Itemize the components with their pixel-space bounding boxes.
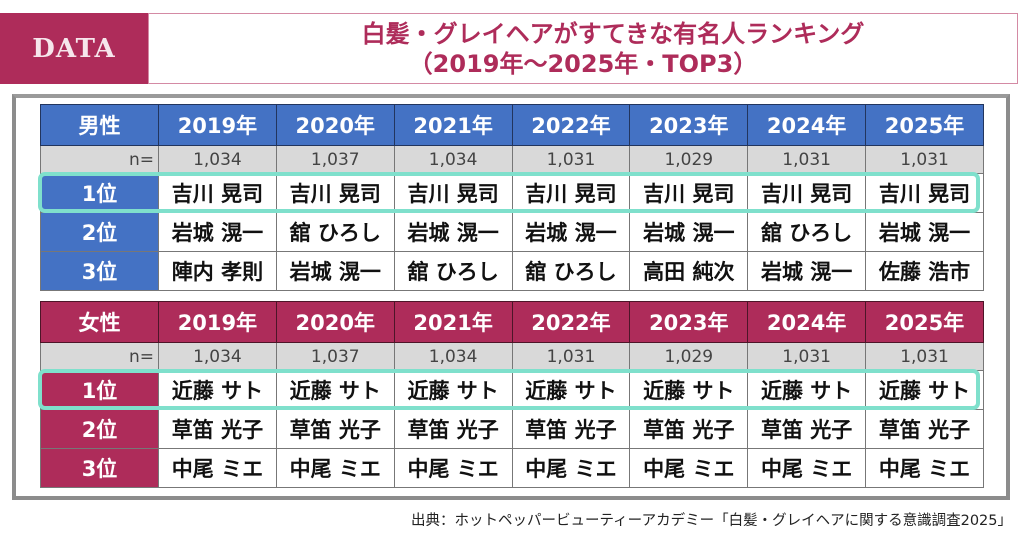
male-rank-2-row: 2位 岩城 滉一 舘 ひろし 岩城 滉一 岩城 滉一 岩城 滉一 舘 ひろし 岩… [40,212,984,252]
celebrity-name: 岩城 滉一 [629,212,749,252]
celebrity-name: 近藤 サト [511,370,631,410]
male-sample-size-row: n= 1,034 1,037 1,034 1,031 1,029 1,031 1… [40,145,984,174]
sample-size: 1,037 [275,342,395,371]
data-badge-label: DATA [32,33,116,64]
year-header: 2021年 [393,104,513,146]
sample-size: 1,031 [865,342,984,371]
celebrity-name: 中尾 ミエ [865,448,984,488]
celebrity-name: 草笛 光子 [747,409,867,449]
celebrity-name: 高田 純次 [629,251,749,291]
celebrity-name: 吉川 晃司 [629,173,749,213]
celebrity-name: 吉川 晃司 [393,173,513,213]
table-frame: 男性 2019年 2020年 2021年 2022年 2023年 2024年 2… [12,94,1010,500]
celebrity-name: 草笛 光子 [393,409,513,449]
male-ranking-table: 男性 2019年 2020年 2021年 2022年 2023年 2024年 2… [40,104,984,291]
year-header: 2021年 [393,301,513,343]
celebrity-name: 近藤 サト [865,370,984,410]
celebrity-name: 中尾 ミエ [275,448,395,488]
celebrity-name: 草笛 光子 [511,409,631,449]
female-label: 女性 [40,301,159,343]
male-label: 男性 [40,104,159,146]
page-title: 白髪・グレイヘアがすてきな有名人ランキング （2019年～2025年・TOP3） [148,13,1018,84]
female-rank-3-row: 3位 中尾 ミエ 中尾 ミエ 中尾 ミエ 中尾 ミエ 中尾 ミエ 中尾 ミエ 中… [40,448,984,488]
celebrity-name: 草笛 光子 [158,409,277,449]
sample-size: 1,031 [747,145,867,174]
n-label: n= [40,342,159,371]
rank-label: 2位 [40,409,159,449]
male-header-row: 男性 2019年 2020年 2021年 2022年 2023年 2024年 2… [40,104,984,146]
celebrity-name: 中尾 ミエ [158,448,277,488]
celebrity-name: 草笛 光子 [275,409,395,449]
celebrity-name: 舘 ひろし [275,212,395,252]
sample-size: 1,034 [393,342,513,371]
rank-label: 3位 [40,448,159,488]
female-ranking-table: 女性 2019年 2020年 2021年 2022年 2023年 2024年 2… [40,301,984,488]
title-line-2: （2019年～2025年・TOP3） [408,49,758,78]
celebrity-name: 岩城 滉一 [393,212,513,252]
rank-label: 2位 [40,212,159,252]
celebrity-name: 吉川 晃司 [275,173,395,213]
rank-label: 1位 [40,370,159,410]
n-label: n= [40,145,159,174]
sample-size: 1,037 [275,145,395,174]
celebrity-name: 舘 ひろし [393,251,513,291]
celebrity-name: 近藤 サト [158,370,277,410]
year-header: 2019年 [158,104,277,146]
year-header: 2025年 [865,104,984,146]
year-header: 2020年 [275,104,395,146]
year-header: 2022年 [511,104,631,146]
celebrity-name: 吉川 晃司 [158,173,277,213]
year-header: 2025年 [865,301,984,343]
celebrity-name: 吉川 晃司 [511,173,631,213]
sample-size: 1,031 [511,145,631,174]
celebrity-name: 中尾 ミエ [511,448,631,488]
celebrity-name: 岩城 滉一 [511,212,631,252]
male-rank-1-row: 1位 吉川 晃司 吉川 晃司 吉川 晃司 吉川 晃司 吉川 晃司 吉川 晃司 吉… [40,173,984,213]
male-rank-3-row: 3位 陣内 孝則 岩城 滉一 舘 ひろし 舘 ひろし 高田 純次 岩城 滉一 佐… [40,251,984,291]
celebrity-name: 近藤 サト [629,370,749,410]
year-header: 2024年 [747,104,867,146]
celebrity-name: 岩城 滉一 [747,251,867,291]
female-rank-1-row: 1位 近藤 サト 近藤 サト 近藤 サト 近藤 サト 近藤 サト 近藤 サト 近… [40,370,984,410]
celebrity-name: 岩城 滉一 [275,251,395,291]
year-header: 2024年 [747,301,867,343]
year-header: 2023年 [629,104,749,146]
title-line-1: 白髪・グレイヘアがすてきな有名人ランキング [361,19,865,48]
source-citation: 出典：ホットペッパービューティーアカデミー「白髪・グレイヘアに関する意識調査20… [411,513,1012,529]
celebrity-name: 中尾 ミエ [747,448,867,488]
sample-size: 1,031 [511,342,631,371]
celebrity-name: 草笛 光子 [629,409,749,449]
rank-label: 1位 [40,173,159,213]
sample-size: 1,034 [158,145,277,174]
celebrity-name: 岩城 滉一 [158,212,277,252]
celebrity-name: 吉川 晃司 [747,173,867,213]
year-header: 2023年 [629,301,749,343]
sample-size: 1,029 [629,145,749,174]
rank-label: 3位 [40,251,159,291]
female-header-row: 女性 2019年 2020年 2021年 2022年 2023年 2024年 2… [40,301,984,343]
year-header: 2019年 [158,301,277,343]
celebrity-name: 岩城 滉一 [865,212,984,252]
year-header: 2022年 [511,301,631,343]
year-header: 2020年 [275,301,395,343]
data-badge: DATA [0,13,148,84]
celebrity-name: 近藤 サト [393,370,513,410]
sample-size: 1,034 [158,342,277,371]
celebrity-name: 中尾 ミエ [629,448,749,488]
sample-size: 1,034 [393,145,513,174]
celebrity-name: 佐藤 浩市 [865,251,984,291]
sample-size: 1,031 [865,145,984,174]
celebrity-name: 近藤 サト [275,370,395,410]
celebrity-name: 吉川 晃司 [865,173,984,213]
sample-size: 1,029 [629,342,749,371]
celebrity-name: 中尾 ミエ [393,448,513,488]
celebrity-name: 草笛 光子 [865,409,984,449]
celebrity-name: 舘 ひろし [511,251,631,291]
sample-size: 1,031 [747,342,867,371]
celebrity-name: 舘 ひろし [747,212,867,252]
female-sample-size-row: n= 1,034 1,037 1,034 1,031 1,029 1,031 1… [40,342,984,371]
celebrity-name: 近藤 サト [747,370,867,410]
female-rank-2-row: 2位 草笛 光子 草笛 光子 草笛 光子 草笛 光子 草笛 光子 草笛 光子 草… [40,409,984,449]
celebrity-name: 陣内 孝則 [158,251,277,291]
